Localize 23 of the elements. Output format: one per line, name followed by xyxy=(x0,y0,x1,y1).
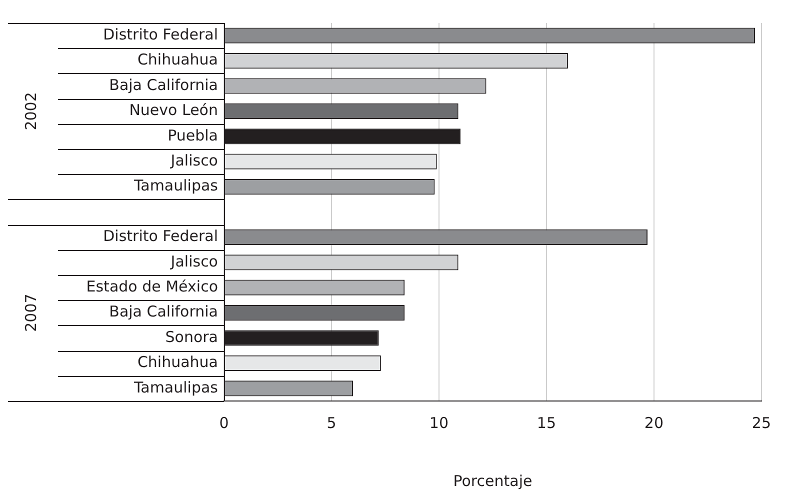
x-tick-label: 25 xyxy=(752,414,772,432)
y-tick-label: Chihuahua xyxy=(137,50,218,69)
x-tick-label: 20 xyxy=(644,414,664,432)
y-tick-label: Jalisco xyxy=(170,252,218,270)
x-tick-label: 0 xyxy=(219,414,229,432)
y-tick-label: Puebla xyxy=(168,126,218,144)
x-axis-title: Porcentaje xyxy=(453,472,532,490)
y-tick-label: Nuevo León xyxy=(129,101,218,120)
text: 2002 xyxy=(22,92,40,130)
y-tick-label: Baja California xyxy=(109,76,218,94)
y-tick-label: Distrito Federal xyxy=(103,25,218,44)
y-tick-label: Estado de México xyxy=(86,277,218,296)
x-tick-label: 10 xyxy=(429,414,449,432)
y-tick-label: Distrito Federal xyxy=(103,227,218,246)
x-tick-label: 5 xyxy=(326,414,336,432)
y-tick-label: Baja California xyxy=(109,302,218,321)
y-tick-label: Sonora xyxy=(165,328,218,346)
x-tick-label: 15 xyxy=(536,414,556,432)
y-tick-label: Chihuahua xyxy=(137,353,218,372)
y-tick-label: Tamaulipas xyxy=(132,378,218,396)
y-tick-label: Tamaulipas xyxy=(132,176,218,195)
y-tick-label: Jalisco xyxy=(170,151,218,170)
text: 2007 xyxy=(22,294,40,332)
